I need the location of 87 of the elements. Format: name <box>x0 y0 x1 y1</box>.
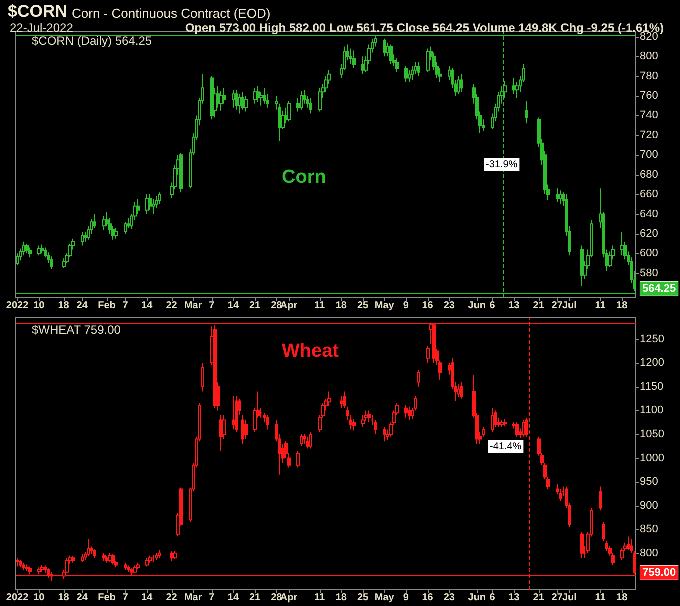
x-tick-label: 18 <box>336 300 348 312</box>
x-tick-label: 7 <box>209 300 216 312</box>
x-tick-label: 9 <box>403 300 410 312</box>
x-tick-label: 18 <box>58 592 70 604</box>
x-tick-label: 18 <box>58 300 70 312</box>
annotation: 564.25 <box>642 282 676 295</box>
x-tick-label: 2022 <box>6 300 30 312</box>
x-tick-label: 10 <box>34 300 46 312</box>
x-tick-label: 24 <box>76 592 88 604</box>
y-tick-label: 950 <box>640 476 658 488</box>
y-tick-label: 600 <box>640 248 658 260</box>
annotation: Corn <box>282 167 326 188</box>
x-tick-label: 25 <box>357 592 370 604</box>
x-tick-label: 11 <box>314 300 326 312</box>
x-tick-label: 21 <box>249 592 262 604</box>
y-tick-label: 720 <box>640 129 658 142</box>
y-tick-label: 580 <box>640 267 658 280</box>
x-tick-label: May <box>374 592 395 604</box>
y-tick-label: 620 <box>640 228 658 240</box>
y-tick-label: 1200 <box>640 357 664 370</box>
x-tick-label: 11 <box>595 592 606 604</box>
x-tick-label: 27 <box>552 300 564 312</box>
chart-title: $CORN <box>8 2 68 21</box>
x-tick-label: Jun <box>468 300 486 312</box>
x-tick-label: Mar <box>184 592 202 604</box>
x-tick-label: 21 <box>533 300 545 312</box>
x-tick-label: Mar <box>184 300 202 312</box>
x-tick-label: 21 <box>249 300 262 312</box>
x-tick-label: 14 <box>228 300 240 312</box>
y-tick-label: 800 <box>640 50 658 63</box>
x-tick-label: 11 <box>314 592 326 604</box>
x-tick-label: 16 <box>422 592 434 604</box>
y-tick-label: 850 <box>640 524 658 536</box>
x-tick-label: 22 <box>166 592 178 604</box>
y-tick-label: 1050 <box>640 428 664 441</box>
x-tick-label: 6 <box>490 300 496 312</box>
y-tick-label: 800 <box>640 547 658 560</box>
annotation: 759.00 <box>642 566 676 579</box>
annotation: -31.9% <box>486 160 518 170</box>
annotation: $WHEAT 759.00 <box>32 323 122 337</box>
x-tick-label: 13 <box>508 592 520 604</box>
x-tick-label: Jul <box>562 300 578 312</box>
annotation: Wheat <box>282 341 340 362</box>
x-tick-label: 10 <box>34 592 46 604</box>
x-tick-label: 21 <box>533 592 545 604</box>
y-tick-label: 1000 <box>640 452 664 464</box>
y-tick-label: 660 <box>640 188 658 201</box>
x-tick-label: Jul <box>562 592 578 604</box>
y-tick-label: 760 <box>640 90 658 102</box>
y-tick-label: 740 <box>640 110 658 122</box>
annotation: $CORN (Daily) 564.25 <box>32 34 152 48</box>
chart-subtitle: Corn - Continuous Contract (EOD) <box>72 6 271 21</box>
x-tick-label: Feb <box>98 592 116 604</box>
y-tick-label: 640 <box>640 208 658 220</box>
y-tick-label: 680 <box>640 168 658 181</box>
x-tick-label: Feb <box>98 300 116 312</box>
x-tick-label: Jun <box>468 592 486 604</box>
x-tick-label: 23 <box>444 592 456 604</box>
y-tick-label: 900 <box>640 500 658 512</box>
x-tick-label: 7 <box>209 592 216 604</box>
x-tick-label: 18 <box>616 592 628 604</box>
y-tick-label: 780 <box>640 70 658 82</box>
x-tick-label: 6 <box>490 592 496 604</box>
x-tick-label: 25 <box>357 300 370 312</box>
y-tick-label: 700 <box>640 149 658 162</box>
y-tick-label: 1150 <box>640 380 664 393</box>
x-tick-label: 7 <box>122 300 129 312</box>
x-tick-label: 11 <box>595 300 606 312</box>
y-tick-label: 1100 <box>640 404 664 417</box>
y-tick-label: 1250 <box>640 333 664 346</box>
x-tick-label: 2022 <box>6 592 30 604</box>
x-tick-label: 7 <box>122 592 129 604</box>
x-tick-label: 18 <box>336 592 348 604</box>
x-tick-label: 22 <box>166 300 178 312</box>
x-tick-label: 9 <box>403 592 410 604</box>
x-tick-label: 18 <box>616 300 628 312</box>
x-tick-label: 14 <box>142 592 154 604</box>
x-tick-label: May <box>374 300 395 312</box>
annotation: 22-Jul-2022 <box>10 21 74 35</box>
x-tick-label: 24 <box>76 300 88 312</box>
x-tick-label: 14 <box>142 300 154 312</box>
annotation: -41.4% <box>490 442 522 452</box>
x-tick-label: 13 <box>508 300 520 312</box>
x-tick-label: 27 <box>552 592 564 604</box>
x-tick-label: 16 <box>422 300 434 312</box>
x-tick-label: 23 <box>444 300 456 312</box>
x-tick-label: 14 <box>228 592 240 604</box>
